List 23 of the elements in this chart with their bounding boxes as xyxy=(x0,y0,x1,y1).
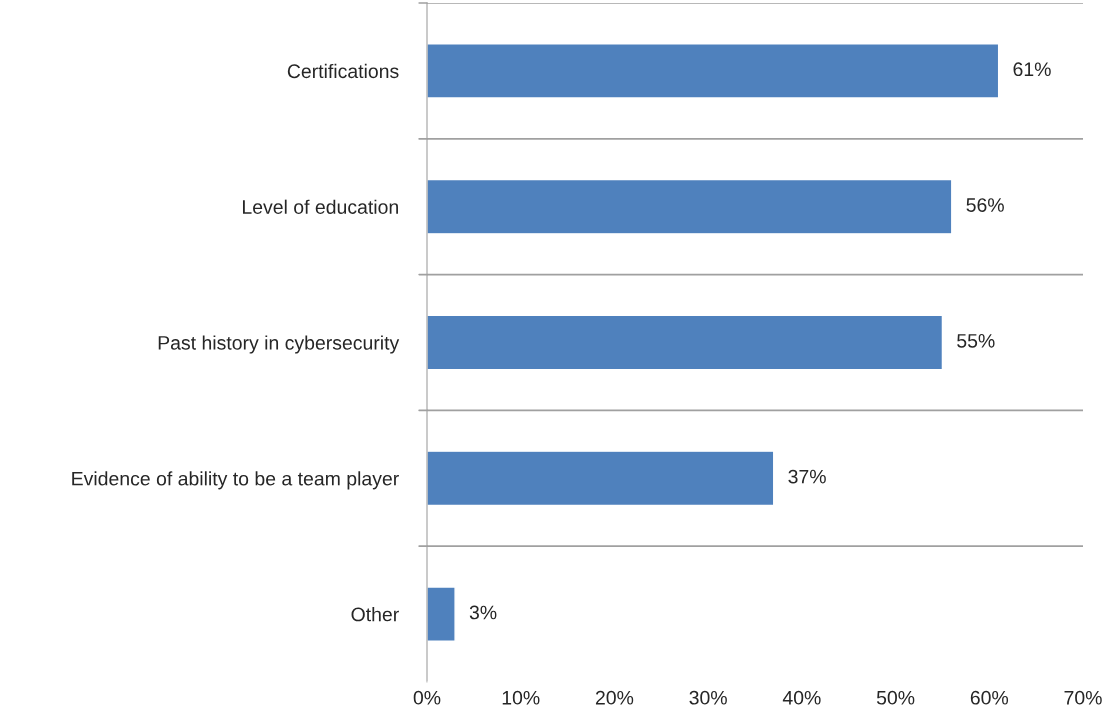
y-tick-label: Other xyxy=(351,607,399,622)
data-label: 61% xyxy=(1013,62,1051,77)
x-tick-label: 0% xyxy=(413,690,441,705)
bar xyxy=(427,43,1000,99)
y-tick-label: Evidence of ability to be a team player xyxy=(72,471,399,490)
data-label: 56% xyxy=(966,198,1004,212)
x-tick-label: 20% xyxy=(595,690,634,705)
x-tick-label: 50% xyxy=(876,690,915,705)
bar xyxy=(427,586,456,642)
x-tick-label: 30% xyxy=(689,690,727,705)
x-tick-label: 10% xyxy=(502,690,540,705)
x-tick-label: 40% xyxy=(782,690,821,705)
x-tick-label: 60% xyxy=(970,690,1009,705)
y-tick-label: Past history in cybersecurity xyxy=(158,335,400,354)
data-label: 37% xyxy=(788,469,826,484)
data-label: 3% xyxy=(469,605,497,620)
bar xyxy=(427,450,775,507)
data-label: 55% xyxy=(957,334,995,348)
bar xyxy=(427,314,944,371)
y-tick-label: Level of education xyxy=(243,199,398,214)
x-tick-label: 70% xyxy=(1064,690,1102,705)
y-tick-label: Certifications xyxy=(287,63,399,79)
bar xyxy=(427,178,953,235)
